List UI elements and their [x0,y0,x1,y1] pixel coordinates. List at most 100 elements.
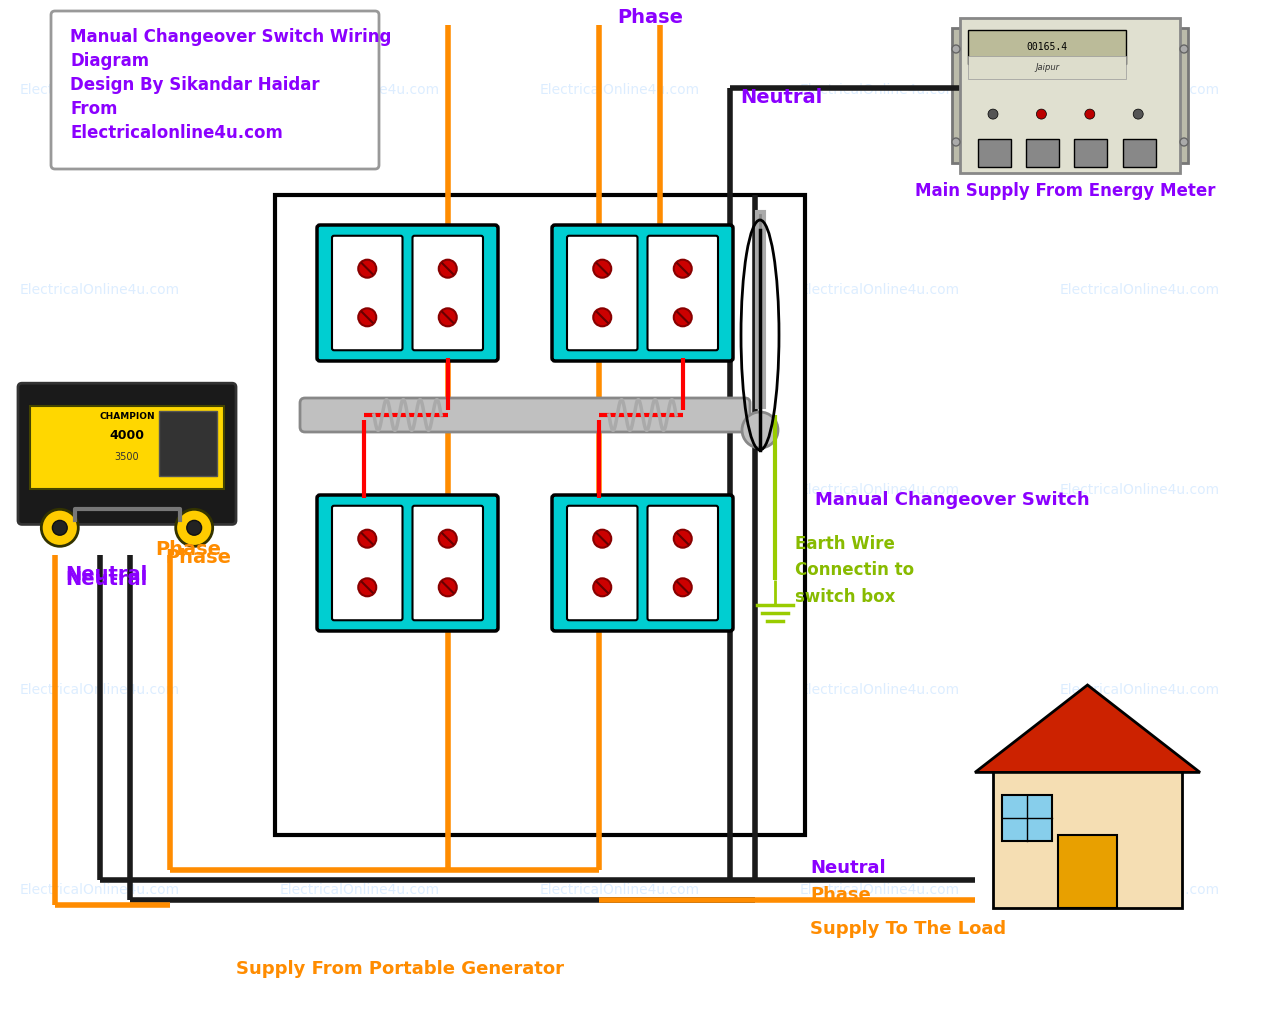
FancyBboxPatch shape [332,236,403,350]
Text: ElectricalOnline4u.com: ElectricalOnline4u.com [281,483,440,497]
Text: Phase: Phase [165,547,230,567]
Text: Manual Changeover Switch: Manual Changeover Switch [815,491,1090,509]
Circle shape [593,530,611,547]
Text: ElectricalOnline4u.com: ElectricalOnline4u.com [801,683,960,697]
Text: ElectricalOnline4u.com: ElectricalOnline4u.com [19,683,180,697]
Text: Phase: Phase [154,540,221,559]
FancyBboxPatch shape [552,495,734,631]
FancyBboxPatch shape [51,11,378,169]
Circle shape [1180,138,1188,146]
FancyBboxPatch shape [317,495,498,631]
FancyBboxPatch shape [300,398,750,432]
Circle shape [358,259,376,278]
Circle shape [952,45,960,53]
Circle shape [593,578,611,596]
Circle shape [358,530,376,547]
Circle shape [988,109,997,119]
Circle shape [593,259,611,278]
Text: ElectricalOnline4u.com: ElectricalOnline4u.com [801,283,960,298]
Bar [968,56,1126,80]
Bar [275,195,804,835]
Text: ElectricalOnline4u.com: ElectricalOnline4u.com [1060,483,1220,497]
FancyBboxPatch shape [413,236,483,350]
Text: From: From [69,100,117,118]
Text: Earth Wire
Connectin to
switch box: Earth Wire Connectin to switch box [795,535,914,605]
Circle shape [674,308,691,326]
Text: 4000: 4000 [109,429,144,442]
Bar [952,28,1188,163]
Text: ElectricalOnline4u.com: ElectricalOnline4u.com [1060,83,1220,97]
Circle shape [358,308,376,326]
FancyBboxPatch shape [413,506,483,620]
Circle shape [41,509,79,546]
Text: ElectricalOnline4u.com: ElectricalOnline4u.com [541,683,700,697]
Text: Neutral: Neutral [810,859,885,877]
Circle shape [53,521,67,535]
FancyBboxPatch shape [647,506,718,620]
Text: Neutral: Neutral [66,570,147,589]
Circle shape [439,578,457,596]
Text: Supply From Portable Generator: Supply From Portable Generator [236,960,564,978]
Bar [968,30,1126,64]
Text: ElectricalOnline4u.com: ElectricalOnline4u.com [281,683,440,697]
Bar [960,18,1180,173]
Text: ElectricalOnline4u.com: ElectricalOnline4u.com [19,883,180,897]
Text: ElectricalOnline4u.com: ElectricalOnline4u.com [1060,883,1220,897]
Text: Electricalonline4u.com: Electricalonline4u.com [69,124,283,142]
Text: 3500: 3500 [115,452,139,463]
Text: 00165.4: 00165.4 [1027,42,1068,52]
Bar [1122,138,1156,166]
Text: ElectricalOnline4u.com: ElectricalOnline4u.com [19,483,180,497]
Text: ElectricalOnline4u.com: ElectricalOnline4u.com [801,83,960,97]
Text: Neutral: Neutral [66,565,147,584]
Text: ElectricalOnline4u.com: ElectricalOnline4u.com [281,283,440,298]
FancyBboxPatch shape [568,506,637,620]
Text: ElectricalOnline4u.com: ElectricalOnline4u.com [19,283,180,298]
Circle shape [187,521,202,535]
Bar [1026,138,1059,166]
Circle shape [1133,109,1143,119]
Text: ElectricalOnline4u.com: ElectricalOnline4u.com [801,483,960,497]
Circle shape [674,530,691,547]
Circle shape [593,308,611,326]
Circle shape [1085,109,1095,119]
Polygon shape [976,685,1199,773]
Circle shape [358,578,376,596]
Text: Manual Changeover Switch Wiring: Manual Changeover Switch Wiring [69,28,391,46]
Text: ElectricalOnline4u.com: ElectricalOnline4u.com [541,83,700,97]
Text: ElectricalOnline4u.com: ElectricalOnline4u.com [1060,283,1220,298]
Text: ElectricalOnline4u.com: ElectricalOnline4u.com [541,883,700,897]
Circle shape [176,509,212,546]
FancyBboxPatch shape [317,225,498,361]
Circle shape [439,530,457,547]
Bar [1003,795,1051,842]
Circle shape [1180,45,1188,53]
FancyBboxPatch shape [18,383,236,525]
Text: ElectricalOnline4u.com: ElectricalOnline4u.com [281,883,440,897]
FancyBboxPatch shape [647,236,718,350]
Bar [978,138,1010,166]
Circle shape [674,578,691,596]
Text: ElectricalOnline4u.com: ElectricalOnline4u.com [541,283,700,298]
Text: ElectricalOnline4u.com: ElectricalOnline4u.com [541,483,700,497]
Text: ElectricalOnline4u.com: ElectricalOnline4u.com [1060,683,1220,697]
Text: Jaipur: Jaipur [1035,63,1059,72]
Bar [1058,835,1117,908]
Text: Phase: Phase [616,8,683,27]
Text: Main Supply From Energy Meter: Main Supply From Energy Meter [915,182,1215,200]
Text: ElectricalOnline4u.com: ElectricalOnline4u.com [281,83,440,97]
Text: Phase: Phase [810,886,871,904]
Circle shape [674,259,691,278]
FancyBboxPatch shape [568,236,637,350]
Circle shape [439,308,457,326]
Circle shape [1036,109,1046,119]
Text: Neutral: Neutral [740,88,822,107]
Bar [31,406,224,489]
Text: CHAMPION: CHAMPION [99,412,154,421]
Text: ElectricalOnline4u.com: ElectricalOnline4u.com [801,883,960,897]
Text: Supply To The Load: Supply To The Load [810,920,1006,938]
Circle shape [439,259,457,278]
FancyBboxPatch shape [332,506,403,620]
Bar [158,411,218,476]
Circle shape [952,138,960,146]
